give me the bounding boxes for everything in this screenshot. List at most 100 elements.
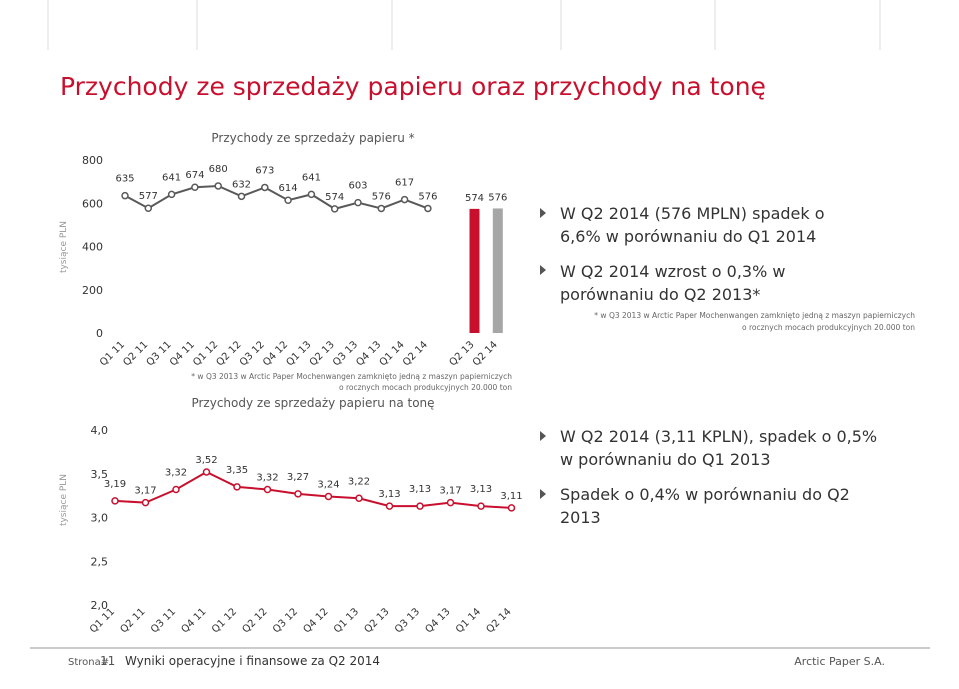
x-tick-label: Q2 12 [241,606,270,635]
y-tick-label: 600 [82,197,103,210]
point [141,498,150,507]
value-label: 574 [325,192,344,203]
x-tick-label: Q3 12 [238,339,267,368]
x-tick-label: Q4 11 [180,606,209,635]
footnote: * w Q3 2013 w Arctic Paper Mochenwangen … [191,372,512,381]
slide-title: Przychody ze sprzedaży papieru oraz przy… [60,72,766,101]
point [385,502,394,510]
point [477,502,485,510]
bullet-line: W Q2 2014 (3,11 KPLN), spadek o 0,5% [560,427,877,446]
value-label: 3,13 [470,484,492,495]
value-label: 576 [418,191,437,202]
point [191,183,199,191]
point [400,195,409,204]
bullet: W Q2 2014 (576 MPLN) spadek o 6,6% w poró… [560,204,825,246]
x-tick-label: Q4 13 [354,339,383,368]
value-label: 576 [488,192,507,203]
y-tick-label: 400 [82,241,103,254]
y-tick-label: 3,5 [91,468,109,481]
y-tick-label: 3,0 [91,512,109,525]
x-tick-label: Q3 12 [271,606,300,635]
value-label: 3,32 [256,473,278,484]
company: Arctic Paper S.A. [794,655,885,668]
x-tick-label: Q2 14 [401,339,430,368]
point [355,494,363,502]
bullet-line: porównaniu do Q2 2013* [560,285,760,304]
point [214,182,222,190]
value-label: 3,17 [439,486,461,497]
footnote: o rocznych mocach produkcyjnych 20.000 t… [339,383,512,392]
point [263,485,272,494]
value-label: 674 [185,170,204,181]
x-tick-label: Q2 14 [485,606,514,635]
value-label: 3,27 [287,472,309,483]
bullet: Spadek o 0,4% w porównaniu do Q2 2013 [560,485,850,527]
bullet: W Q2 2014 wzrost o 0,3% w porównaniu do Q… [560,262,785,304]
y-tick-label: 2,5 [91,555,109,568]
note: * w Q3 2013 w Arctic Paper Mochenwangen … [594,311,915,320]
x-tick-label: Q2 12 [215,339,244,368]
note: o rocznych mocach produkcyjnych 20.000 t… [742,323,915,332]
value-label: 632 [232,179,251,190]
x-tick-label: Q4 12 [302,606,331,635]
y-tick-label: 800 [82,154,103,167]
x-tick-label: Q1 11 [98,339,127,368]
value-label: 3,19 [104,479,126,490]
x-tick-label: Q2 11 [121,339,150,368]
x-tick-label: Q4 13 [424,606,453,635]
value-label: 680 [209,164,228,175]
value-label: 617 [395,178,414,189]
value-label: 3,35 [226,465,248,476]
y-axis-label: tysiące PLN [59,474,69,526]
x-tick-label: Q4 11 [168,339,197,368]
decor [47,0,881,50]
chart-title: Przychody ze sprzedaży papieru na tonę [191,396,434,410]
x-tick-label: Q2 11 [119,606,148,635]
point [324,492,333,501]
bullet-line: Spadek o 0,4% w porównaniu do Q2 [560,485,850,504]
x-tick-label: Q3 11 [149,606,178,635]
point [202,468,211,476]
value-label: 673 [255,165,274,176]
point [261,183,269,192]
value-label: 574 [465,193,484,204]
point [294,490,302,498]
x-tick-label: Q3 13 [331,339,360,368]
y-tick-label: 0 [96,327,103,340]
bar [492,208,503,333]
point [144,204,153,212]
point [307,190,316,199]
value-label: 3,13 [409,484,431,495]
point [121,191,129,200]
x-tick-label: Q4 12 [261,339,290,368]
value-label: 576 [372,191,391,202]
value-label: 641 [162,172,181,183]
x-tick-label: Q1 13 [332,606,361,635]
x-tick-label: Q1 12 [191,339,220,368]
point [377,204,386,213]
x-tick-label: Q2 13 [448,339,477,368]
point [446,498,455,507]
point [330,205,339,213]
point [237,192,246,201]
x-tick-label: Q2 14 [471,339,500,368]
value-label: 641 [302,172,321,183]
value-label: 3,32 [165,468,187,479]
x-tick-label: Q1 14 [454,606,483,635]
value-label: 3,13 [378,489,400,500]
point [507,504,516,512]
value-label: 635 [115,174,134,185]
point [354,198,362,207]
x-tick-label: Q1 14 [378,339,407,368]
point [284,196,292,204]
line [114,470,512,509]
bullet-line: 6,6% w porównaniu do Q1 2014 [560,227,816,246]
line [124,184,429,210]
value-label: 3,11 [500,491,522,502]
value-label: 3,52 [195,455,217,466]
y-tick-label: 200 [82,284,103,297]
value-label: 3,24 [317,480,339,491]
point [172,485,180,494]
value-label: 3,17 [134,486,156,497]
